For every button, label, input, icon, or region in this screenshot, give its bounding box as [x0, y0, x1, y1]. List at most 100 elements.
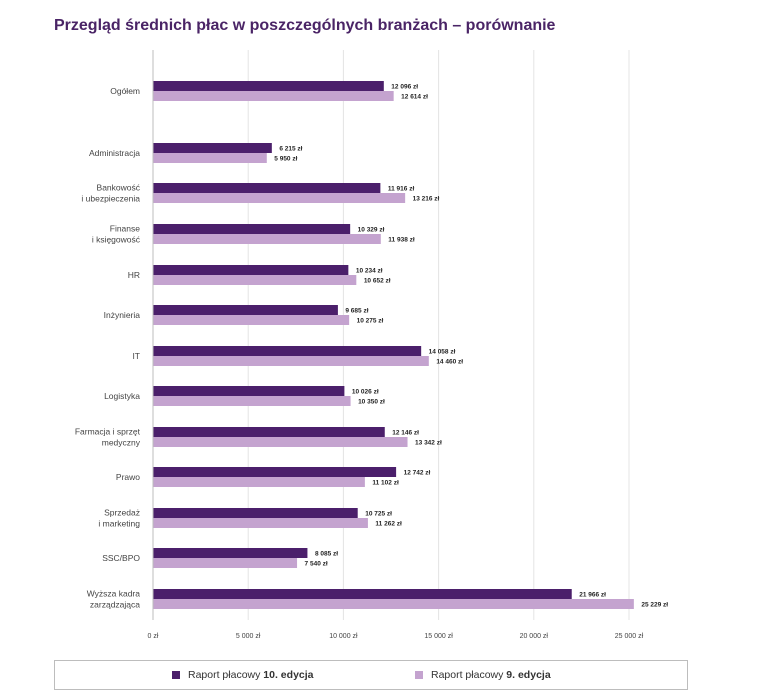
category-label-line: Wyższa kadra: [87, 589, 141, 599]
data-label: 10 350 zł: [358, 399, 385, 406]
chart-title: Przegląd średnich płac w poszczególnych …: [54, 17, 556, 34]
category-label-line: i marketing: [98, 519, 140, 529]
data-label: 10 329 zł: [358, 227, 385, 234]
bar-edycja-10: [153, 183, 381, 193]
category-label: Logistyka: [104, 391, 140, 401]
category-label: Bankowość i ubezpieczenia: [81, 183, 140, 204]
category-label-line: Farmacja i sprzęt: [75, 427, 141, 437]
bar-edycja-9: [153, 153, 267, 163]
category-label: Farmacja i sprzęt medyczny: [75, 427, 141, 448]
category-label: Administracja: [89, 148, 140, 158]
bar-edycja-9: [153, 396, 351, 406]
bar-chart: 0 zł 5 000 zł 10 000 zł 15 000 zł 20 000 zł 2…: [75, 50, 668, 640]
bar-edycja-10: [153, 386, 345, 396]
x-tick-label: 10 000 zł: [329, 633, 358, 640]
bar-edycja-9: [153, 437, 408, 447]
x-tick-label: 0 zł: [148, 633, 159, 640]
bar-edycja-10: [153, 305, 338, 315]
data-label: 10 026 zł: [352, 389, 379, 396]
data-label: 25 229 zł: [641, 602, 668, 609]
category-label: Sprzedaż i marketing: [98, 508, 140, 529]
data-label: 21 966 zł: [579, 592, 606, 599]
x-tick-label: 5 000 zł: [236, 633, 261, 640]
data-label: 12 614 zł: [401, 94, 428, 101]
category-label-line: Bankowość: [97, 183, 141, 193]
data-label: 11 916 zł: [388, 186, 415, 193]
bar-edycja-10: [153, 589, 572, 599]
category-label-line: HR: [128, 270, 140, 280]
bar-edycja-9: [153, 356, 429, 366]
legend-swatch-10-edycja: [172, 671, 180, 679]
x-tick-label: 15 000 zł: [424, 633, 453, 640]
data-label: 10 275 zł: [357, 318, 384, 325]
legend-swatch-9-edycja: [415, 671, 423, 679]
legend-label-prefix: Raport płacowy: [431, 669, 507, 681]
data-label: 7 540 zł: [305, 561, 328, 568]
data-label: 11 262 zł: [375, 521, 402, 528]
data-label: 14 058 zł: [429, 349, 456, 356]
data-label: 12 096 zł: [391, 84, 418, 91]
category-label-line: Prawo: [116, 472, 140, 482]
category-label-line: SSC/BPO: [102, 553, 140, 563]
data-label: 8 085 zł: [315, 551, 338, 558]
bar-edycja-10: [153, 508, 358, 518]
bar-edycja-9: [153, 518, 368, 528]
bar-edycja-10: [153, 81, 384, 91]
category-label: Ogółem: [110, 86, 140, 96]
bar-edycja-10: [153, 548, 308, 558]
category-label: Inżynieria: [104, 310, 141, 320]
category-label-line: i ubezpieczenia: [81, 194, 140, 204]
category-label-line: i księgowość: [92, 235, 141, 245]
bar-edycja-10: [153, 346, 422, 356]
bar-edycja-10: [153, 467, 397, 477]
data-label: 10 234 zł: [356, 268, 383, 275]
bar-edycja-9: [153, 234, 381, 244]
bar-edycja-9: [153, 193, 406, 203]
legend-label-edition: 9. edycja: [506, 669, 551, 681]
bar-edycja-9: [153, 275, 357, 285]
bar-edycja-10: [153, 265, 349, 275]
chart-legend: Raport płacowy 10. edycja Raport płacowy…: [54, 660, 688, 690]
data-label: 11 938 zł: [388, 237, 415, 244]
data-label: 6 215 zł: [279, 146, 302, 153]
x-tick-label: 25 000 zł: [615, 633, 644, 640]
legend-item-10-edycja: Raport płacowy 10. edycja: [172, 669, 314, 681]
data-label: 9 685 zł: [345, 308, 368, 315]
category-label-line: zarządzająca: [90, 600, 140, 610]
bar-edycja-9: [153, 558, 298, 568]
data-label: 12 742 zł: [404, 470, 431, 477]
legend-label-prefix: Raport płacowy: [188, 669, 264, 681]
bar-edycja-9: [153, 315, 350, 325]
category-label-line: Ogółem: [110, 86, 140, 96]
data-label: 12 146 zł: [392, 430, 419, 437]
category-label-line: Sprzedaż: [104, 508, 140, 518]
bar-edycja-10: [153, 224, 351, 234]
legend-label-edition: 10. edycja: [263, 669, 314, 681]
category-label: IT: [132, 351, 140, 361]
data-label: 10 725 zł: [365, 511, 392, 518]
data-label: 5 950 zł: [274, 156, 297, 163]
x-tick-label: 20 000 zł: [520, 633, 549, 640]
category-label: Wyższa kadra zarządzająca: [87, 589, 141, 610]
bar-edycja-9: [153, 91, 394, 101]
bar-edycja-10: [153, 143, 272, 153]
category-label: Prawo: [116, 472, 140, 482]
category-label-line: Logistyka: [104, 391, 140, 401]
category-label-line: Administracja: [89, 148, 140, 158]
data-label: 14 460 zł: [436, 359, 463, 366]
category-label-line: IT: [132, 351, 140, 361]
category-label: Finanse i księgowość: [92, 224, 141, 245]
bar-edycja-9: [153, 599, 634, 609]
category-label-line: Finanse: [110, 224, 141, 234]
data-label: 13 216 zł: [413, 196, 440, 203]
category-label: HR: [128, 270, 140, 280]
data-label: 13 342 zł: [415, 440, 442, 447]
bar-edycja-10: [153, 427, 385, 437]
category-label-line: medyczny: [102, 438, 141, 448]
category-label-line: Inżynieria: [104, 310, 141, 320]
legend-item-9-edycja: Raport płacowy 9. edycja: [415, 669, 551, 681]
data-label: 11 102 zł: [372, 480, 399, 487]
bar-edycja-9: [153, 477, 365, 487]
data-label: 10 652 zł: [364, 278, 391, 285]
category-label: SSC/BPO: [102, 553, 140, 563]
